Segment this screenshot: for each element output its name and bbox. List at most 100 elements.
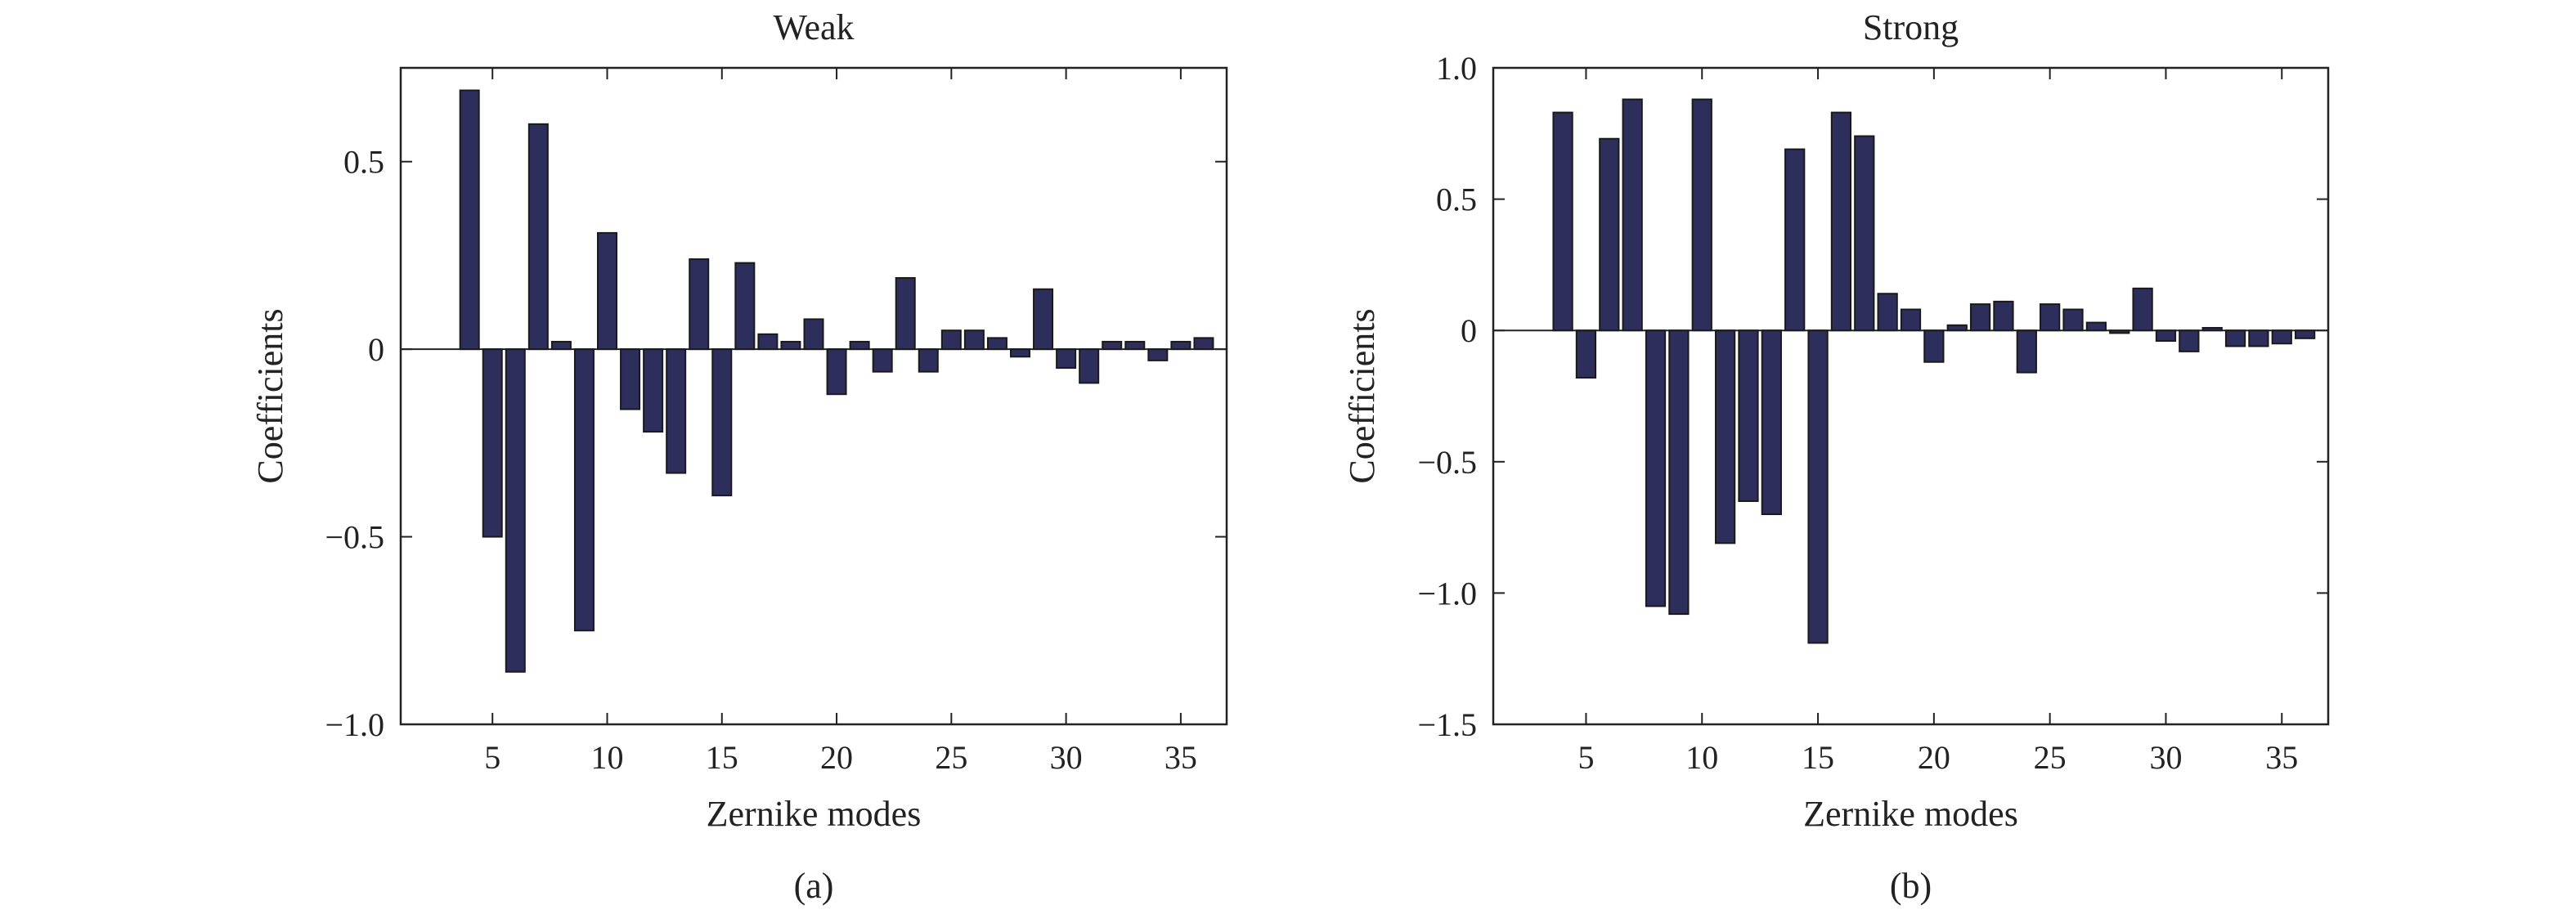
x-tick-label: 5 — [484, 739, 500, 776]
bar-mode-7 — [1622, 98, 1643, 332]
y-tick-label: −0.5 — [1417, 444, 1477, 481]
bar-mode-34 — [2248, 329, 2269, 347]
bar-mode-25 — [940, 329, 962, 351]
bar-mode-15 — [711, 348, 733, 497]
y-tick-label: 0 — [1461, 312, 1477, 349]
x-tick-label: 10 — [591, 739, 624, 776]
bar-mode-26 — [2062, 308, 2084, 332]
bar-mode-21 — [849, 340, 870, 351]
bar-mode-23 — [1993, 300, 2014, 332]
bar-mode-12 — [643, 348, 664, 433]
y-tick-label: −0.5 — [325, 519, 384, 556]
bar-mode-25 — [2040, 303, 2061, 332]
bar-mode-18 — [1877, 293, 1898, 332]
bar-mode-19 — [1900, 308, 1922, 332]
bar-mode-27 — [986, 337, 1008, 351]
bar-mode-22 — [872, 348, 893, 373]
bar-mode-26 — [963, 329, 985, 351]
y-tick-label: 1.0 — [1436, 50, 1477, 87]
bar-mode-21 — [1946, 324, 1968, 332]
bar-mode-30 — [2155, 329, 2177, 343]
x-tick-label: 30 — [2149, 739, 2182, 776]
x-tick-label: 5 — [1577, 739, 1594, 776]
x-tick-label: 35 — [2265, 739, 2298, 776]
weak-chart-title: Weak — [773, 7, 854, 47]
bar-mode-30 — [1056, 348, 1077, 370]
bar-mode-36 — [1193, 337, 1214, 351]
bar-mode-13 — [666, 348, 687, 474]
bar-mode-35 — [1170, 340, 1192, 351]
bar-mode-19 — [803, 318, 824, 351]
bar-mode-34 — [1147, 348, 1169, 361]
bar-mode-8 — [550, 340, 572, 351]
bar-mode-20 — [826, 348, 847, 396]
bar-mode-24 — [918, 348, 939, 373]
x-tick-label: 15 — [1802, 739, 1834, 776]
x-tick-label: 10 — [1685, 739, 1718, 776]
bar-mode-13 — [1761, 329, 1782, 516]
bar-mode-32 — [2201, 326, 2223, 332]
bar-mode-15 — [1807, 329, 1829, 644]
x-tick-label: 15 — [706, 739, 738, 776]
weak-chart-panel: 5 10 15 20 25 30 35 −1.0 −0.5 0 0.5 Weak Zernike mod… — [250, 7, 1228, 906]
bar-mode-11 — [620, 348, 641, 410]
bar-mode-6 — [1599, 137, 1620, 332]
y-tick-label: −1.5 — [1417, 706, 1477, 743]
bar-mode-9 — [573, 348, 595, 632]
y-tick-label: 0.5 — [1436, 181, 1477, 218]
x-tick-label: 30 — [1050, 739, 1083, 776]
bar-mode-22 — [1969, 303, 1991, 332]
panel-caption: (a) — [794, 866, 834, 906]
plot-frame — [399, 66, 1228, 726]
x-axis-label: Zernike modes — [707, 794, 922, 834]
bar-mode-20 — [1923, 329, 1945, 363]
y-tick-label: 0 — [368, 331, 384, 368]
bar-mode-18 — [780, 340, 801, 351]
bar-mode-7 — [527, 123, 549, 351]
bar-mode-4 — [1552, 111, 1573, 332]
strong-chart-title: Strong — [1863, 7, 1959, 47]
plot-frame — [1492, 66, 2330, 726]
bar-mode-32 — [1102, 340, 1123, 351]
bar-mode-27 — [2085, 321, 2107, 332]
x-tick-label: 35 — [1165, 739, 1197, 776]
bar-mode-17 — [757, 333, 779, 351]
bar-mode-36 — [2295, 329, 2316, 339]
y-axis-label: Coefficients — [1342, 308, 1382, 483]
bar-mode-24 — [2016, 329, 2037, 374]
bar-mode-9 — [1668, 329, 1690, 616]
y-tick-label: 0.5 — [343, 144, 384, 181]
x-tick-label: 25 — [2034, 739, 2067, 776]
bar-mode-5 — [482, 348, 503, 538]
x-tick-label: 20 — [1918, 739, 1950, 776]
bar-mode-8 — [1645, 329, 1667, 607]
bar-mode-33 — [1124, 340, 1146, 351]
bar-mode-14 — [1784, 148, 1806, 332]
bar-mode-10 — [1691, 98, 1712, 332]
bar-mode-33 — [2224, 329, 2246, 347]
x-tick-label: 25 — [935, 739, 967, 776]
x-tick-label: 20 — [820, 739, 853, 776]
panel-caption: (b) — [1890, 866, 1932, 906]
strong-chart-panel: 5 10 15 20 25 30 35 −1.5 −1.0 −0.5 0 0.5 1.0 Strong Ze… — [1342, 7, 2330, 906]
bar-mode-29 — [2132, 287, 2153, 332]
bar-mode-29 — [1033, 288, 1054, 351]
y-tick-label: −1.0 — [1417, 575, 1477, 612]
bar-mode-10 — [596, 231, 618, 351]
bar-mode-6 — [505, 348, 526, 673]
bar-mode-14 — [689, 258, 710, 351]
bar-mode-12 — [1738, 329, 1759, 502]
bar-mode-31 — [2179, 329, 2200, 352]
bar-mode-4 — [459, 89, 480, 351]
bar-mode-17 — [1854, 135, 1875, 332]
bar-mode-23 — [895, 276, 916, 351]
bar-mode-28 — [2109, 329, 2130, 334]
x-axis-label: Zernike modes — [1803, 794, 2018, 834]
bar-mode-28 — [1009, 348, 1031, 358]
bar-mode-11 — [1714, 329, 1736, 544]
bar-mode-16 — [734, 262, 756, 351]
y-axis-label: Coefficients — [250, 308, 290, 483]
y-tick-label: −1.0 — [325, 706, 384, 743]
bar-mode-35 — [2271, 329, 2292, 345]
